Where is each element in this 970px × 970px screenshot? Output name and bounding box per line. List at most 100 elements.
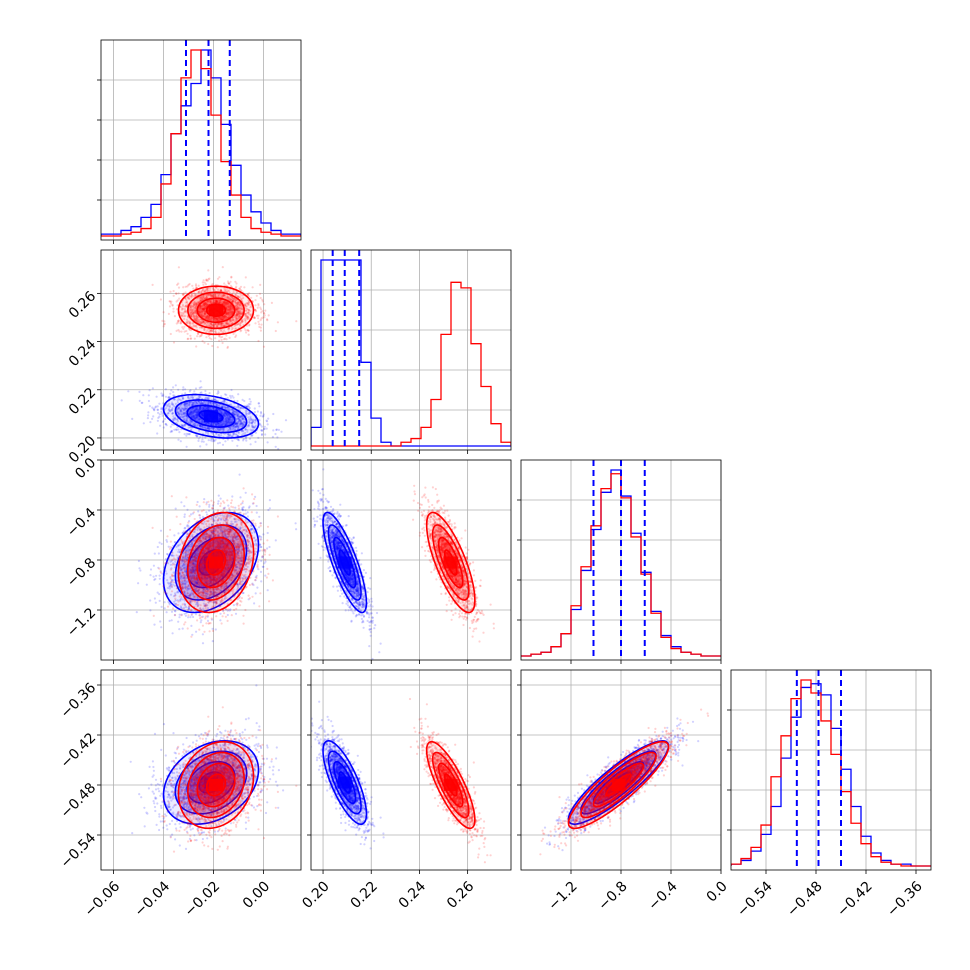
scatter-point [241, 424, 244, 427]
scatter-point [204, 427, 207, 430]
scatter-point [221, 575, 224, 578]
scatter-point [236, 306, 239, 309]
scatter-point [192, 397, 195, 400]
scatter-point [239, 288, 242, 292]
scatter-point [190, 593, 193, 596]
scatter-point [163, 322, 166, 325]
scatter-point [147, 399, 150, 403]
scatter-point [214, 295, 217, 298]
scatter-point [206, 408, 209, 411]
scatter-point [168, 406, 171, 409]
scatter-point [213, 322, 216, 326]
scatter-point [196, 408, 199, 411]
scatter-point [232, 604, 235, 607]
scatter-point [201, 551, 204, 555]
scatter-point [165, 424, 168, 427]
scatter-point [225, 414, 228, 417]
scatter-point [217, 408, 220, 411]
scatter-point [228, 609, 231, 612]
scatter-point [184, 402, 187, 406]
scatter-point [240, 312, 243, 316]
scatter-point [191, 633, 194, 636]
scatter-point [207, 423, 210, 426]
scatter-point [206, 314, 209, 317]
scatter-point [195, 406, 198, 409]
scatter-point [244, 312, 247, 316]
scatter-point [213, 519, 216, 522]
scatter-point [257, 568, 260, 571]
scatter-point [197, 291, 200, 294]
scatter-point [219, 289, 223, 292]
scatter-point [204, 301, 207, 304]
scatter-point [248, 324, 251, 327]
scatter-point [198, 424, 202, 427]
scatter-point [200, 419, 203, 422]
scatter-point [250, 419, 253, 422]
scatter-point [184, 297, 187, 300]
scatter-point [252, 426, 255, 429]
scatter-point [213, 318, 216, 321]
scatter-point [184, 570, 187, 574]
scatter-point [196, 454, 198, 456]
scatter-point [172, 307, 175, 310]
panel-frame [310, 249, 512, 451]
scatter-point [223, 411, 226, 414]
scatter-point [250, 531, 253, 535]
scatter-point [214, 428, 217, 432]
scatter-point [239, 324, 242, 328]
scatter-point [227, 561, 230, 564]
scatter-point [212, 288, 215, 291]
scatter-point [230, 408, 233, 411]
scatter-point [253, 530, 256, 533]
scatter-point [200, 313, 204, 316]
scatter-point [161, 420, 165, 424]
panel-frame [100, 39, 302, 241]
scatter-point [199, 305, 202, 308]
scatter-point [205, 278, 208, 281]
scatter-point [187, 606, 190, 609]
scatter-point [206, 536, 209, 539]
scatter-point [190, 337, 193, 340]
scatter-point [177, 544, 180, 547]
scatter-point [224, 288, 227, 291]
scatter-point [226, 290, 229, 293]
scatter-point [170, 610, 174, 613]
scatter-point [251, 424, 254, 427]
scatter-point [204, 581, 207, 584]
scatter-point [201, 307, 204, 311]
scatter-point [162, 426, 165, 429]
scatter-point [231, 327, 234, 330]
scatter-point [180, 314, 183, 317]
scatter-point [217, 404, 220, 408]
scatter-point [195, 587, 198, 590]
scatter-point [209, 401, 212, 404]
scatter-point [207, 316, 210, 319]
scatter-point [219, 289, 222, 292]
scatter-point [225, 536, 228, 539]
scatter-point [195, 397, 198, 400]
scatter-point [244, 428, 247, 431]
scatter-point [214, 301, 217, 304]
scatter-point [153, 408, 156, 411]
scatter-point [151, 406, 154, 409]
scatter-point [243, 528, 246, 531]
scatter-point [236, 311, 239, 314]
scatter-point [208, 316, 211, 319]
scatter-point [262, 345, 266, 348]
scatter-point [200, 576, 203, 579]
scatter-point [236, 413, 239, 416]
scatter-point [218, 428, 222, 431]
scatter-point [199, 425, 202, 428]
scatter-point [223, 304, 226, 307]
scatter-point [194, 409, 197, 412]
scatter-point [195, 556, 198, 560]
scatter-point [189, 313, 192, 316]
scatter-point [223, 534, 226, 537]
scatter-point [225, 321, 229, 324]
scatter-point [191, 420, 194, 423]
scatter-point [216, 442, 220, 445]
scatter-point [230, 428, 233, 431]
scatter-point [226, 413, 229, 416]
scatter-point [221, 571, 224, 575]
scatter-point [193, 574, 196, 578]
